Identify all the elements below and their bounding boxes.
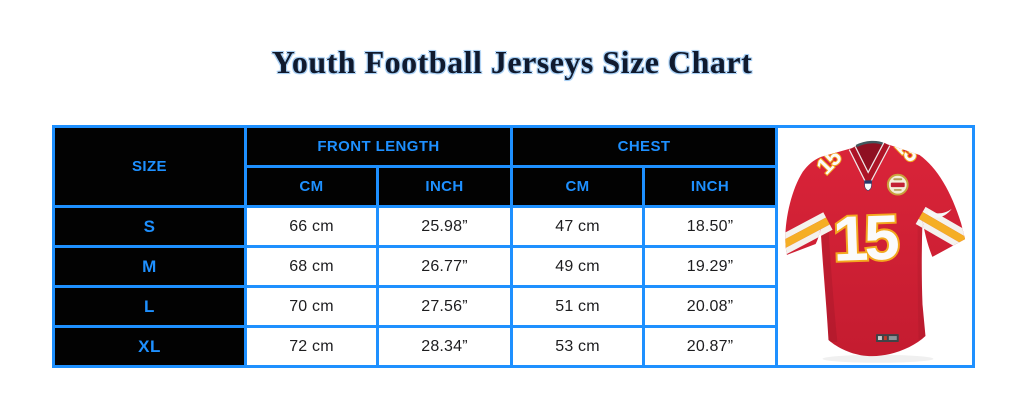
unit-header-chest-inch: INCH bbox=[642, 165, 779, 208]
jersey-product-image: 15 15 bbox=[778, 130, 972, 364]
front-length-header: FRONT LENGTH bbox=[243, 125, 514, 168]
product-shadow bbox=[822, 354, 933, 363]
nike-swoosh-icon bbox=[927, 208, 952, 218]
value-cell: 19.29” bbox=[642, 245, 779, 288]
page-title: Youth Football Jerseys Size Chart bbox=[271, 44, 753, 80]
size-label-s: S bbox=[52, 205, 247, 248]
jock-tag bbox=[875, 333, 899, 342]
value-cell: 27.56” bbox=[375, 285, 514, 328]
value-cell: 51 cm bbox=[510, 285, 646, 328]
size-label-m: M bbox=[52, 245, 247, 288]
value-cell: 25.98” bbox=[375, 205, 514, 248]
unit-header-front-cm: CM bbox=[244, 165, 379, 208]
team-patch-icon bbox=[886, 173, 909, 196]
header-row-units: CM INCH CM INCH bbox=[54, 165, 974, 208]
value-cell: 28.34” bbox=[375, 325, 514, 368]
jersey-body bbox=[784, 141, 965, 356]
right-shade bbox=[917, 218, 925, 340]
size-chart-table: SIZE FRONT LENGTH CHEST bbox=[52, 125, 976, 368]
size-row-xl: XL 72 cm 28.34” 53 cm 20.87” bbox=[52, 325, 974, 368]
value-cell: 20.08” bbox=[642, 285, 779, 328]
size-chart-container: SIZE FRONT LENGTH CHEST bbox=[52, 125, 976, 368]
neck-interior bbox=[851, 141, 887, 178]
size-label-l: L bbox=[52, 285, 247, 328]
left-shade bbox=[820, 226, 837, 342]
jersey-illustration: 15 15 bbox=[784, 140, 965, 363]
size-column-header: SIZE bbox=[52, 125, 247, 208]
value-cell: 20.87” bbox=[642, 325, 779, 368]
size-row-l: L 70 cm 27.56” 51 cm 20.08” bbox=[52, 285, 974, 328]
jersey-panel: 15 15 bbox=[775, 125, 976, 368]
value-cell: 26.77” bbox=[375, 245, 514, 288]
header-row-groups: SIZE FRONT LENGTH CHEST bbox=[52, 125, 976, 368]
collar-band bbox=[849, 142, 889, 182]
value-cell: 18.50” bbox=[642, 205, 779, 248]
jersey-number-chest: 15 bbox=[831, 202, 899, 274]
value-cell: 66 cm bbox=[244, 205, 379, 248]
unit-header-front-inch: INCH bbox=[375, 165, 514, 208]
value-cell: 47 cm bbox=[510, 205, 646, 248]
size-row-s: S 66 cm 25.98” 47 cm 18.50” bbox=[52, 205, 974, 248]
nfl-shield-icon bbox=[863, 179, 872, 191]
inner-collar-strip bbox=[855, 140, 884, 147]
left-cuff-stripes bbox=[784, 211, 833, 260]
value-cell: 68 cm bbox=[244, 245, 379, 288]
value-cell: 49 cm bbox=[510, 245, 646, 288]
value-cell: 53 cm bbox=[510, 325, 646, 368]
value-cell: 70 cm bbox=[244, 285, 379, 328]
unit-header-chest-cm: CM bbox=[510, 165, 646, 208]
size-row-m: M 68 cm 26.77” 49 cm 19.29” bbox=[52, 245, 974, 288]
chest-header: CHEST bbox=[510, 125, 779, 168]
value-cell: 72 cm bbox=[244, 325, 379, 368]
size-label-xl: XL bbox=[52, 325, 247, 368]
